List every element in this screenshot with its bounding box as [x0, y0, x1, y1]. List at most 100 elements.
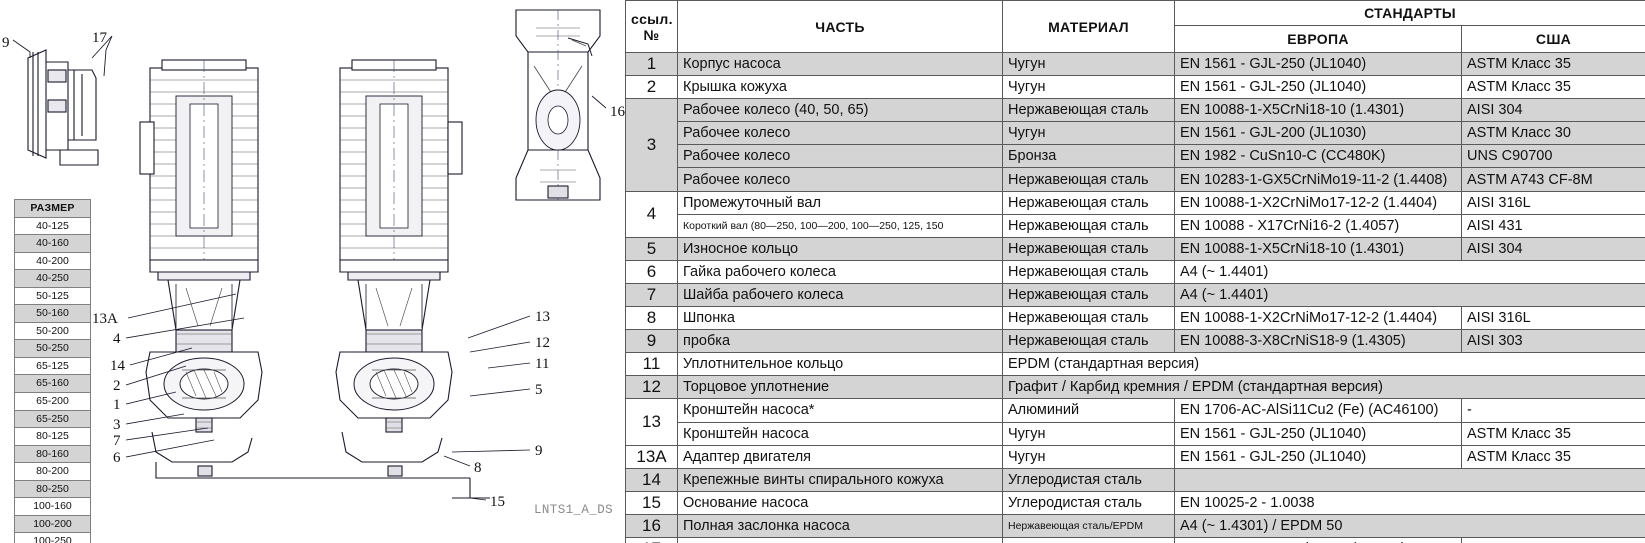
ref-number-cell: 7: [625, 282, 678, 308]
standard-europe-cell: EN 1561 - GJL-200 (JL1030): [1174, 121, 1462, 146]
part-name-cell: Рабочее колесо: [677, 167, 1003, 192]
standard-europe-cell: EN 10025-2 - 1.0038: [1173, 490, 1645, 515]
callout-6: 6: [113, 450, 121, 466]
size-table-row: 80-250: [14, 479, 91, 499]
material-cell: Бронза: [1002, 144, 1175, 169]
drawing-id-label: LNTS1_A_DS: [534, 503, 614, 517]
material-cell: Чугун: [1002, 444, 1175, 469]
part-name-cell: Корпус насоса: [677, 51, 1003, 77]
standard-europe-cell: EN 1561 - GJL-250 (JL1040): [1174, 51, 1462, 77]
size-table-row: 50-200: [14, 321, 91, 341]
standard-usa-cell: AISI 303: [1460, 329, 1645, 354]
size-table-row: 50-125: [14, 286, 91, 306]
size-cell: 40-125: [14, 216, 91, 236]
size-table-row: 40-250: [14, 269, 91, 288]
table-row: Кронштейн насоса Чугун EN 1561 - GJL-250 (…: [626, 421, 1645, 446]
size-table-row: 65-250: [14, 409, 91, 429]
table-row: 17Клапан для спуска воздухаНержавеющая с…: [625, 536, 1645, 543]
part-name-cell: Шпонка: [677, 306, 1003, 331]
size-cell: 40-160: [14, 234, 91, 253]
standard-usa-cell: ASTM Класс 35: [1460, 51, 1645, 77]
ref-number-cell: 8: [625, 306, 678, 331]
material-cell: Чугун: [1002, 51, 1175, 77]
part-name-cell: Клапан для спуска воздуха: [677, 536, 1003, 543]
size-table-row: 100-250: [14, 532, 91, 543]
callout-12: 12: [535, 335, 550, 351]
ref-number-cell: 12: [625, 375, 678, 400]
size-table-row: 65-160: [14, 374, 91, 394]
standard-usa-cell: ASTM Класс 35: [1460, 421, 1645, 446]
standard-usa-cell: ASTM Класс 30: [1460, 121, 1645, 146]
callout-1: 1: [113, 397, 121, 413]
part-name-cell: Рабочее колесо (40, 50, 65): [677, 98, 1003, 123]
size-table-row: 100-200: [14, 514, 91, 534]
table-row: 12 Торцовое уплотнение Графит / Карбид кре…: [625, 375, 1645, 400]
part-name-cell: Крышка кожуха: [677, 75, 1003, 100]
standard-usa-cell: UNS C90700: [1460, 144, 1645, 169]
table-row: 5 Износное кольцо Нержавеющая сталь EN 1008…: [625, 236, 1645, 261]
standard-europe-cell: EN 10088 - X17CrNi16-2 (1.4057): [1174, 213, 1462, 238]
size-cell: 80-250: [14, 479, 91, 499]
ref-number-cell: 1: [625, 51, 678, 77]
material-cell: Углеродистая сталь: [1002, 490, 1175, 515]
standard-europe-cell: EN 1982 - CuSn10-C (CC480K): [1174, 144, 1462, 169]
size-cell: 40-250: [14, 269, 91, 288]
size-cell: 50-200: [14, 321, 91, 341]
material-cell: Нержавеющая сталь: [1002, 98, 1175, 123]
standard-usa-cell: AISI 431: [1460, 213, 1645, 238]
part-name-cell: Крепежные винты спирального кожуха: [677, 467, 1003, 492]
material-cell: EPDM (стандартная версия): [1001, 352, 1645, 377]
size-cell: 65-250: [14, 409, 91, 429]
size-table-row: 100-160: [14, 497, 91, 516]
ref-number-cell: 9: [625, 329, 678, 354]
size-cell: 65-200: [14, 392, 91, 411]
standard-usa-cell: AISI 304: [1460, 236, 1645, 261]
size-cell: 100-160: [14, 497, 91, 516]
part-name-cell: пробка: [677, 329, 1003, 354]
standard-europe-cell: EN 1706-AC-AlSi11Cu2 (Fe) (AC46100): [1174, 398, 1462, 423]
ref-number-cell: 2: [625, 75, 678, 100]
ref-number-cell: 14: [625, 467, 678, 492]
ref-number-cell: 13A: [625, 444, 678, 469]
material-cell: Алюминий: [1002, 398, 1175, 423]
standard-europe-cell: EN 10088-3-X8CrNiS18-9 (1.4305): [1174, 329, 1462, 354]
header-ref-line1: ссыл.: [631, 10, 673, 27]
table-row: 14 Крепежные винты спирального кожуха Угле…: [625, 467, 1645, 492]
header-europe: ЕВРОПА: [1174, 25, 1462, 53]
callout-5: 5: [535, 382, 543, 398]
part-name-cell: Гайка рабочего колеса: [677, 259, 1003, 284]
material-cell: Нержавеющая сталь: [1002, 306, 1175, 331]
callout-15: 15: [490, 494, 505, 510]
part-name-cell: Рабочее колесо: [677, 144, 1003, 169]
standard-usa-cell: AISI 303: [1460, 536, 1645, 543]
size-cell: 65-125: [14, 356, 91, 376]
parts-materials-table: ссыл. № ЧАСТЬ МАТЕРИАЛ СТАНДАРТЫ ЕВРОПА …: [625, 0, 1645, 543]
size-cell: 100-200: [14, 514, 91, 534]
table-row: 13A Адаптер двигателя Чугун EN 1561 - GJL-2…: [625, 444, 1645, 469]
ref-number-cell: 3: [625, 98, 678, 192]
part-name-cell: Шайба рабочего колеса: [677, 282, 1003, 308]
standard-europe-cell: EN 10088-1-X2CrNiMo17-12-2 (1.4404): [1174, 190, 1462, 215]
ref-number-cell: 15: [625, 490, 678, 515]
size-table-header-row: РАЗМЕР: [14, 199, 91, 218]
material-cell: Нержавеющая сталь: [1002, 536, 1175, 543]
part-name-cell: Уплотнительное кольцо: [677, 352, 1003, 377]
material-cell: Нержавеющая сталь: [1002, 236, 1175, 261]
size-table-row: 65-125: [14, 356, 91, 376]
callout-11: 11: [535, 356, 550, 372]
part-name-cell: Основание насоса: [677, 490, 1003, 515]
part-name-cell: Короткий вал (80—250, 100—200, 100—250, …: [677, 213, 1003, 238]
callout-4: 4: [113, 331, 121, 347]
header-usa: США: [1460, 25, 1645, 53]
standard-europe-cell: [1173, 467, 1645, 492]
size-table: РАЗМЕР 40-125 40-160 40-200 40-250 50-125 50-…: [14, 199, 91, 543]
standard-usa-cell: AISI 304: [1460, 98, 1645, 123]
table-row: 16 Полная заслонка насоса Нержавеющая стал…: [625, 513, 1645, 538]
table-row: 15 Основание насоса Углеродистая сталь EN 1…: [625, 490, 1645, 515]
table-row: Короткий вал (80—250, 100—200, 100—250, …: [626, 213, 1645, 238]
standard-europe-cell: A4 (~ 1.4401): [1173, 259, 1645, 284]
table-header-row-primary: ссыл. № ЧАСТЬ МАТЕРИАЛ СТАНДАРТЫ: [625, 0, 1645, 53]
ref-number-cell: 13: [625, 398, 678, 446]
part-name-cell: Торцовое уплотнение: [677, 375, 1003, 400]
